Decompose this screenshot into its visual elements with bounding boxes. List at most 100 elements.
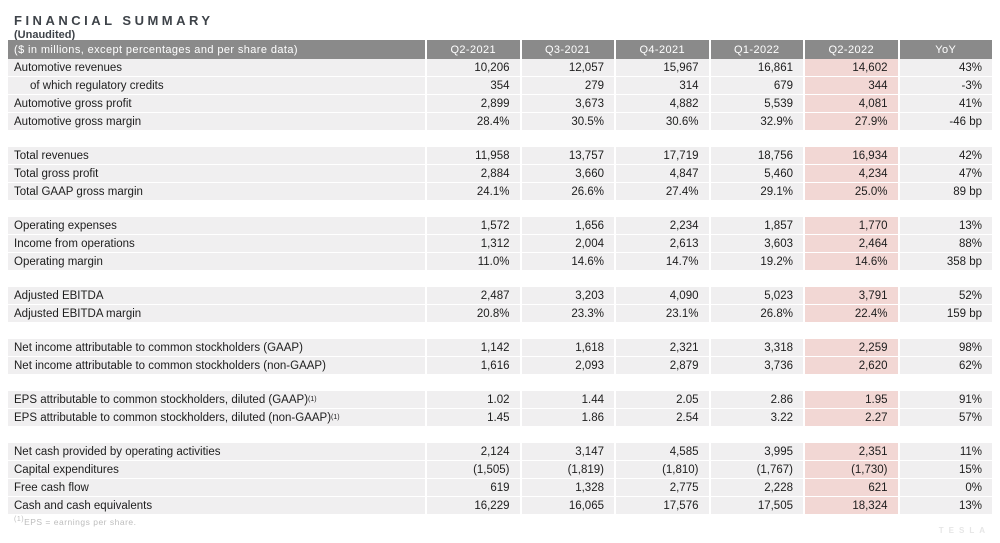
value-cell: 17,576 (614, 497, 709, 514)
value-cell: 1,656 (519, 217, 614, 234)
value-cell: 2.05 (614, 391, 709, 408)
row-label: Automotive gross margin (8, 113, 425, 130)
value-cell: 23.1% (614, 305, 709, 322)
title-block: FINANCIAL SUMMARY (Unaudited) (0, 0, 1000, 41)
section-gap (8, 375, 992, 391)
value-cell: 47% (897, 165, 992, 182)
value-cell: 4,234 (803, 165, 898, 182)
column-header: Q2-2022 (803, 40, 898, 59)
row-label: Adjusted EBITDA (8, 287, 425, 304)
value-cell: 1.02 (425, 391, 520, 408)
value-cell: 20.8% (425, 305, 520, 322)
value-cell: 619 (425, 479, 520, 496)
value-cell: 2.54 (614, 409, 709, 426)
value-cell: 30.5% (519, 113, 614, 130)
row-label: Net income attributable to common stockh… (8, 357, 425, 374)
table-row: Adjusted EBITDA 2,487 3,203 4,090 5,023 3,791… (8, 287, 992, 304)
value-cell: -3% (897, 77, 992, 94)
value-cell: 2,259 (803, 339, 898, 356)
value-cell: 1.44 (519, 391, 614, 408)
value-cell: 14.6% (803, 253, 898, 270)
value-cell: 98% (897, 339, 992, 356)
value-cell: 2,093 (519, 357, 614, 374)
row-label: Total revenues (8, 147, 425, 164)
value-cell: 52% (897, 287, 992, 304)
value-cell: -46 bp (897, 113, 992, 130)
value-cell: 2,884 (425, 165, 520, 182)
row-label: Total GAAP gross margin (8, 183, 425, 200)
value-cell: 89 bp (897, 183, 992, 200)
value-cell: 23.3% (519, 305, 614, 322)
column-header: Q1-2022 (708, 40, 804, 59)
value-cell: 1.86 (519, 409, 614, 426)
tesla-logo: TESLA (938, 526, 990, 535)
value-cell: 18,324 (803, 497, 898, 514)
value-cell: 1,572 (425, 217, 520, 234)
row-label: EPS attributable to common stockholders,… (8, 409, 425, 426)
value-cell: 1,312 (425, 235, 520, 252)
table-row: Cash and cash equivalents 16,229 16,065 17,… (8, 497, 992, 514)
value-cell: 43% (897, 59, 992, 76)
page-subtitle: (Unaudited) (14, 29, 76, 41)
table-row: Automotive revenues 10,206 12,057 15,967 16,… (8, 59, 992, 76)
row-label: EPS attributable to common stockholders,… (8, 391, 425, 408)
value-cell: 5,023 (708, 287, 803, 304)
section-gap (8, 323, 992, 339)
value-cell: 1,770 (803, 217, 898, 234)
value-cell: 25.0% (803, 183, 898, 200)
value-cell: 19.2% (708, 253, 803, 270)
financial-table: ($ in millions, except percentages and p… (8, 40, 992, 515)
table-header-row: ($ in millions, except percentages and p… (8, 40, 992, 59)
value-cell: (1,730) (803, 461, 898, 478)
value-cell: 358 bp (897, 253, 992, 270)
value-cell: 11% (897, 443, 992, 460)
value-cell: 5,539 (708, 95, 803, 112)
table-row: EPS attributable to common stockholders,… (8, 409, 992, 426)
value-cell: 3,995 (708, 443, 803, 460)
value-cell: 32.9% (708, 113, 803, 130)
section-gap (8, 427, 992, 443)
value-cell: 13,757 (519, 147, 614, 164)
value-cell: 13% (897, 217, 992, 234)
table-row: Net income attributable to common stockh… (8, 357, 992, 374)
value-cell: 91% (897, 391, 992, 408)
column-header: Q3-2021 (519, 40, 615, 59)
table-row: Capital expenditures (1,505) (1,819) (1,810… (8, 461, 992, 478)
value-cell: 2,004 (519, 235, 614, 252)
value-cell: 22.4% (803, 305, 898, 322)
value-cell: 3,660 (519, 165, 614, 182)
value-cell: 57% (897, 409, 992, 426)
value-cell: 1.95 (803, 391, 898, 408)
value-cell: 2,775 (614, 479, 709, 496)
value-cell: 26.8% (708, 305, 803, 322)
value-cell: 2,879 (614, 357, 709, 374)
value-cell: 3,203 (519, 287, 614, 304)
value-cell: 679 (708, 77, 803, 94)
value-cell: 2,620 (803, 357, 898, 374)
section-gap (8, 131, 992, 147)
value-cell: 2,234 (614, 217, 709, 234)
value-cell: 621 (803, 479, 898, 496)
value-cell: (1,767) (708, 461, 803, 478)
value-cell: 13% (897, 497, 992, 514)
value-cell: 314 (614, 77, 709, 94)
value-cell: 1,618 (519, 339, 614, 356)
row-label: Automotive revenues (8, 59, 425, 76)
value-cell: 2.27 (803, 409, 898, 426)
value-cell: 24.1% (425, 183, 520, 200)
row-label: Total gross profit (8, 165, 425, 182)
value-cell: 1,857 (708, 217, 803, 234)
row-label: Net income attributable to common stockh… (8, 339, 425, 356)
value-cell: 0% (897, 479, 992, 496)
row-label: Adjusted EBITDA margin (8, 305, 425, 322)
value-cell: 88% (897, 235, 992, 252)
table-row: Operating margin 11.0% 14.6% 14.7% 19.2% 14.6… (8, 253, 992, 270)
value-cell: (1,505) (425, 461, 520, 478)
value-cell: 3,318 (708, 339, 803, 356)
value-cell: 12,057 (519, 59, 614, 76)
value-cell: 15% (897, 461, 992, 478)
value-cell: 14.7% (614, 253, 709, 270)
row-label: of which regulatory credits (8, 77, 425, 94)
value-cell: 3.22 (708, 409, 803, 426)
value-cell: 62% (897, 357, 992, 374)
